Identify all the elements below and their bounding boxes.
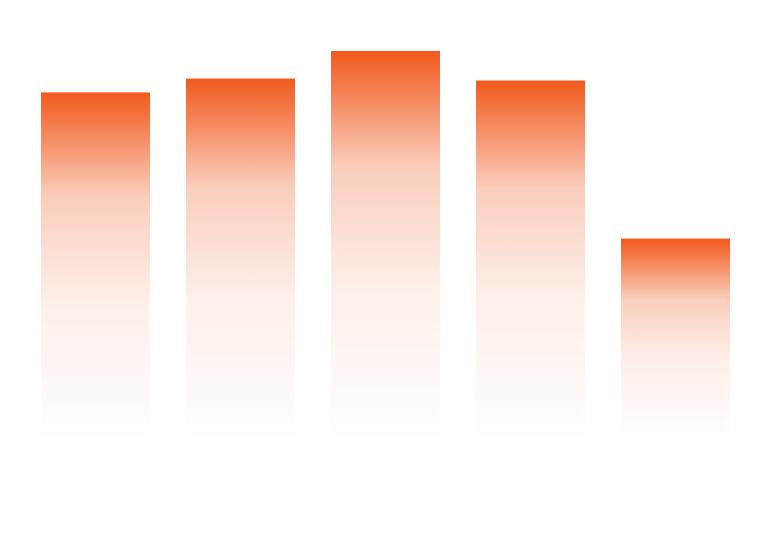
bar-2 [186,78,295,440]
bar-1 [41,92,150,441]
bar-3 [331,50,440,441]
bars-group [41,50,730,441]
bar-5 [621,238,730,440]
bar-4 [476,80,585,441]
